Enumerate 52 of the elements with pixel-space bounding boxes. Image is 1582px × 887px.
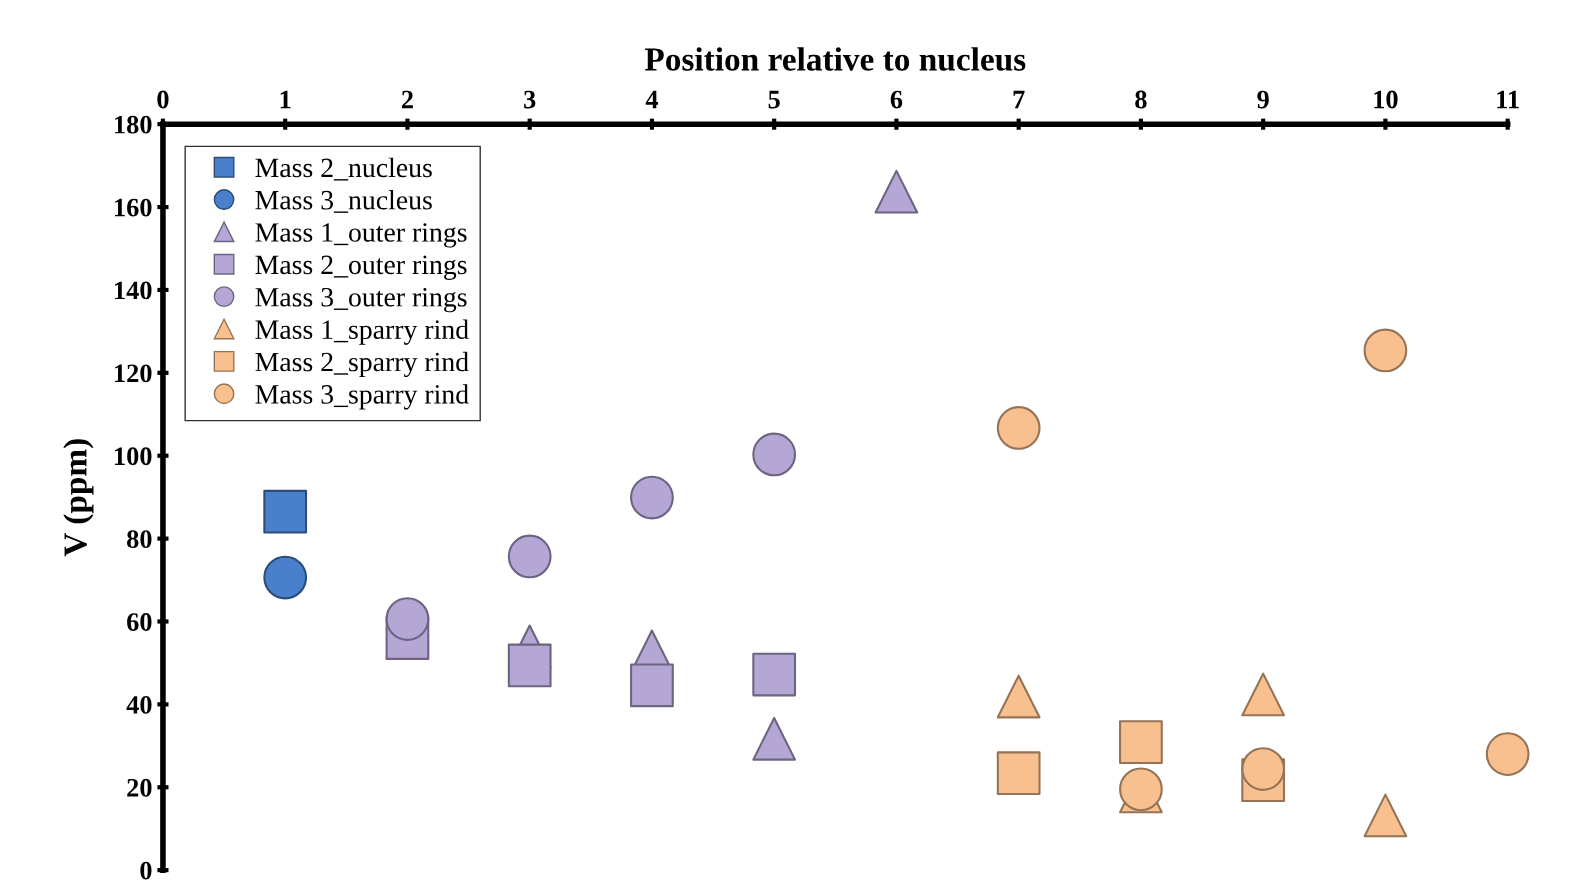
x-tick-label: 3: [524, 90, 536, 109]
x-axis-title: Position relative to nucleus: [644, 47, 1026, 71]
y-tick-label: 40: [126, 695, 152, 714]
x-tick-label: 7: [1013, 90, 1025, 109]
x-tick-label: 9: [1257, 90, 1269, 109]
legend-label: Mass 2_outer rings: [255, 255, 467, 280]
x-tick-label: 0: [157, 90, 169, 109]
legend-label: Mass 1_sparry rind: [255, 319, 469, 345]
point: [1241, 747, 1286, 791]
point: [1119, 720, 1163, 764]
x-tick-label: 6: [890, 90, 903, 109]
point: [263, 555, 308, 600]
y-tick-label: 20: [127, 778, 152, 797]
y-tick-label: 60: [127, 613, 152, 631]
y-tick-label: 0: [140, 861, 152, 880]
y-tick-label: 180: [115, 115, 152, 134]
x-tick-label: 10: [1374, 90, 1398, 109]
y-tick-label: 80: [127, 530, 152, 549]
legend-label: Mass 1_outer rings: [255, 223, 467, 248]
point: [752, 652, 797, 697]
x-tick-label: 4: [645, 90, 659, 109]
point: [752, 432, 797, 477]
point: [630, 663, 674, 708]
y-tick-label: 120: [115, 364, 152, 383]
point: [752, 716, 797, 761]
point: [507, 643, 552, 688]
point: [1241, 672, 1286, 717]
y-tick-label: 100: [115, 447, 152, 466]
legend-label: Mass 2_sparry rind: [255, 351, 469, 378]
point: [507, 534, 552, 579]
legend-label: Mass 2_nucleus: [255, 157, 432, 181]
y-tick-label: 140: [115, 281, 152, 300]
x-tick-label: 1: [280, 90, 291, 109]
point: [874, 169, 919, 214]
y-axis-title: V (ppm): [63, 439, 94, 557]
point: [263, 489, 308, 534]
point: [385, 597, 430, 641]
point: [996, 751, 1041, 796]
x-tick-label: 11: [1497, 90, 1519, 109]
point: [996, 406, 1041, 450]
point: [996, 674, 1041, 719]
point: [1363, 328, 1408, 373]
x-tick-label: 8: [1135, 90, 1147, 109]
point: [630, 475, 674, 520]
legend-label: Mass 3_outer rings: [255, 287, 467, 313]
point: [1485, 732, 1530, 776]
x-tick-label: 2: [401, 90, 413, 109]
x-tick-label: 5: [768, 90, 780, 109]
point: [1363, 793, 1408, 838]
y-tick-label: 160: [115, 198, 152, 217]
legend-label: Mass 3_sparry rind: [255, 384, 469, 410]
legend-label: Mass 3_nucleus: [255, 189, 432, 213]
